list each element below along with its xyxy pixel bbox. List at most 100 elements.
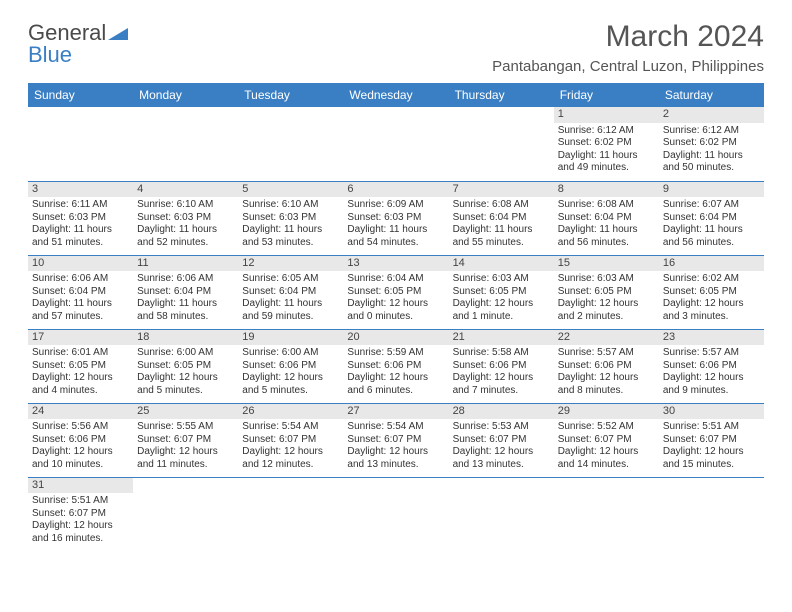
day-info-line: and 10 minutes.: [32, 459, 129, 472]
day-number: 28: [449, 404, 554, 420]
day-number: [449, 107, 554, 109]
calendar-day-cell: [659, 477, 764, 551]
title-block: March 2024 Pantabangan, Central Luzon, P…: [492, 20, 764, 75]
calendar-day-cell: [238, 107, 343, 181]
day-info-line: and 16 minutes.: [32, 533, 129, 546]
day-info-line: and 57 minutes.: [32, 311, 129, 324]
day-info-line: and 8 minutes.: [558, 385, 655, 398]
day-info-line: Sunset: 6:04 PM: [453, 212, 550, 225]
calendar-table: Sunday Monday Tuesday Wednesday Thursday…: [28, 83, 764, 551]
day-info-line: Daylight: 12 hours: [32, 520, 129, 533]
day-info-line: and 7 minutes.: [453, 385, 550, 398]
page-title: March 2024: [492, 20, 764, 54]
calendar-day-cell: 9Sunrise: 6:07 AMSunset: 6:04 PMDaylight…: [659, 181, 764, 255]
day-info-line: Sunset: 6:02 PM: [663, 137, 760, 150]
calendar-day-cell: 24Sunrise: 5:56 AMSunset: 6:06 PMDayligh…: [28, 403, 133, 477]
calendar-day-cell: 19Sunrise: 6:00 AMSunset: 6:06 PMDayligh…: [238, 329, 343, 403]
calendar-day-cell: 21Sunrise: 5:58 AMSunset: 6:06 PMDayligh…: [449, 329, 554, 403]
day-number: [238, 107, 343, 109]
weekday-header: Wednesday: [343, 83, 448, 107]
day-info-line: and 54 minutes.: [347, 237, 444, 250]
day-info-line: Sunrise: 6:07 AM: [663, 199, 760, 212]
day-info-line: and 5 minutes.: [137, 385, 234, 398]
day-info-line: Daylight: 12 hours: [663, 372, 760, 385]
day-info-line: Daylight: 12 hours: [663, 298, 760, 311]
day-number: 10: [28, 256, 133, 272]
day-info-line: Sunset: 6:07 PM: [137, 434, 234, 447]
day-number: 25: [133, 404, 238, 420]
day-info-line: Sunrise: 6:10 AM: [137, 199, 234, 212]
day-info-line: Sunrise: 6:12 AM: [663, 125, 760, 138]
day-number: 29: [554, 404, 659, 420]
day-number: 2: [659, 107, 764, 123]
calendar-day-cell: 4Sunrise: 6:10 AMSunset: 6:03 PMDaylight…: [133, 181, 238, 255]
day-info-line: Sunrise: 6:12 AM: [558, 125, 655, 138]
calendar-day-cell: 25Sunrise: 5:55 AMSunset: 6:07 PMDayligh…: [133, 403, 238, 477]
day-info-line: Sunrise: 6:03 AM: [558, 273, 655, 286]
day-info-line: and 11 minutes.: [137, 459, 234, 472]
day-info-line: Sunset: 6:04 PM: [663, 212, 760, 225]
day-info-line: Sunrise: 5:51 AM: [663, 421, 760, 434]
day-info-line: and 53 minutes.: [242, 237, 339, 250]
calendar-day-cell: [343, 477, 448, 551]
day-info-line: Daylight: 12 hours: [558, 372, 655, 385]
day-number: 9: [659, 182, 764, 198]
day-info-line: Sunrise: 6:06 AM: [32, 273, 129, 286]
calendar-week-row: 1Sunrise: 6:12 AMSunset: 6:02 PMDaylight…: [28, 107, 764, 181]
day-number: 12: [238, 256, 343, 272]
day-info-line: and 52 minutes.: [137, 237, 234, 250]
weekday-header: Tuesday: [238, 83, 343, 107]
logo-icon: [108, 20, 128, 46]
calendar-day-cell: 7Sunrise: 6:08 AMSunset: 6:04 PMDaylight…: [449, 181, 554, 255]
day-info-line: Sunset: 6:04 PM: [32, 286, 129, 299]
calendar-day-cell: 2Sunrise: 6:12 AMSunset: 6:02 PMDaylight…: [659, 107, 764, 181]
day-info-line: and 6 minutes.: [347, 385, 444, 398]
day-number: 27: [343, 404, 448, 420]
day-info-line: Daylight: 11 hours: [558, 224, 655, 237]
calendar-day-cell: 12Sunrise: 6:05 AMSunset: 6:04 PMDayligh…: [238, 255, 343, 329]
day-info-line: and 4 minutes.: [32, 385, 129, 398]
day-info-line: Daylight: 12 hours: [453, 446, 550, 459]
calendar-day-cell: 10Sunrise: 6:06 AMSunset: 6:04 PMDayligh…: [28, 255, 133, 329]
calendar-day-cell: 16Sunrise: 6:02 AMSunset: 6:05 PMDayligh…: [659, 255, 764, 329]
day-info-line: Sunset: 6:07 PM: [32, 508, 129, 521]
day-info-line: Daylight: 11 hours: [32, 224, 129, 237]
day-number: 6: [343, 182, 448, 198]
day-info-line: and 59 minutes.: [242, 311, 339, 324]
day-number: 19: [238, 330, 343, 346]
day-info-line: Daylight: 12 hours: [242, 446, 339, 459]
day-info-line: and 49 minutes.: [558, 162, 655, 175]
day-number: [554, 478, 659, 480]
day-info-line: and 15 minutes.: [663, 459, 760, 472]
calendar-day-cell: 6Sunrise: 6:09 AMSunset: 6:03 PMDaylight…: [343, 181, 448, 255]
day-info-line: Sunset: 6:05 PM: [558, 286, 655, 299]
calendar-day-cell: 5Sunrise: 6:10 AMSunset: 6:03 PMDaylight…: [238, 181, 343, 255]
day-info-line: Daylight: 12 hours: [347, 446, 444, 459]
day-info-line: Sunrise: 6:05 AM: [242, 273, 339, 286]
day-number: [343, 478, 448, 480]
calendar-day-cell: 23Sunrise: 5:57 AMSunset: 6:06 PMDayligh…: [659, 329, 764, 403]
day-info-line: Sunrise: 5:53 AM: [453, 421, 550, 434]
day-info-line: Sunset: 6:04 PM: [558, 212, 655, 225]
calendar-day-cell: 17Sunrise: 6:01 AMSunset: 6:05 PMDayligh…: [28, 329, 133, 403]
day-number: [449, 478, 554, 480]
day-info-line: Sunrise: 6:02 AM: [663, 273, 760, 286]
day-info-line: Sunset: 6:03 PM: [347, 212, 444, 225]
day-number: 18: [133, 330, 238, 346]
calendar-day-cell: [238, 477, 343, 551]
day-info-line: and 55 minutes.: [453, 237, 550, 250]
day-number: 14: [449, 256, 554, 272]
day-info-line: Sunrise: 5:54 AM: [242, 421, 339, 434]
day-info-line: and 50 minutes.: [663, 162, 760, 175]
day-number: 24: [28, 404, 133, 420]
day-info-line: Sunrise: 6:10 AM: [242, 199, 339, 212]
day-info-line: Sunrise: 6:01 AM: [32, 347, 129, 360]
day-number: 23: [659, 330, 764, 346]
day-info-line: Sunrise: 6:09 AM: [347, 199, 444, 212]
calendar-day-cell: 13Sunrise: 6:04 AMSunset: 6:05 PMDayligh…: [343, 255, 448, 329]
day-number: 4: [133, 182, 238, 198]
day-info-line: Daylight: 12 hours: [453, 298, 550, 311]
day-info-line: Sunrise: 5:57 AM: [558, 347, 655, 360]
day-info-line: Daylight: 11 hours: [32, 298, 129, 311]
day-info-line: Daylight: 12 hours: [137, 372, 234, 385]
